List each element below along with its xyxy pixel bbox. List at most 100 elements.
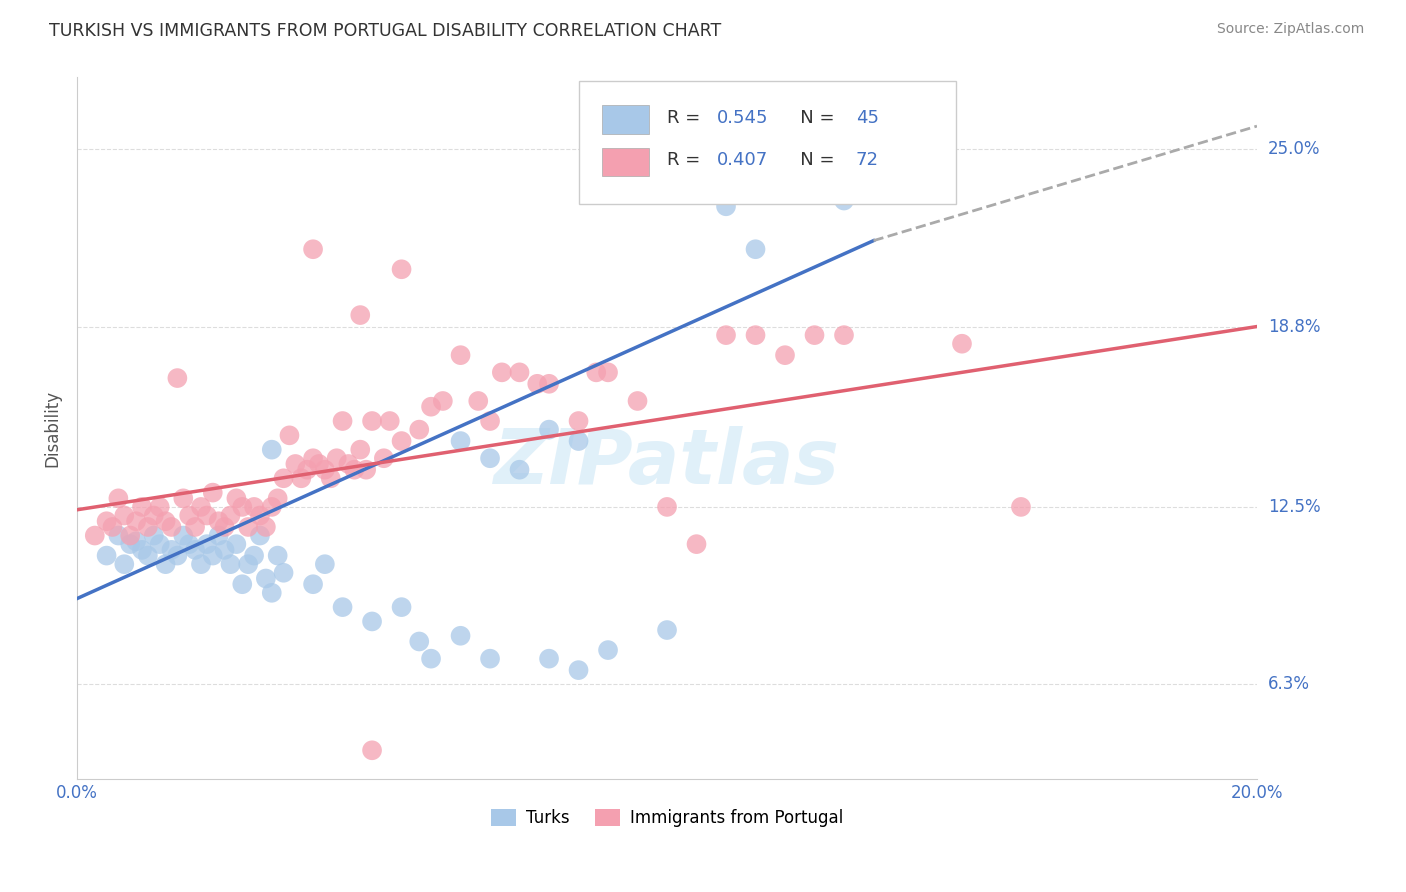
Point [278,428,301,442]
Point [295,463,318,477]
Point [219,508,242,523]
FancyBboxPatch shape [578,81,956,203]
Point [349,308,371,322]
Point [214,542,236,557]
Point [420,651,443,665]
Point [184,542,207,557]
Point [112,508,135,523]
Point [243,500,266,514]
Point [314,557,336,571]
Point [450,629,472,643]
Point [96,514,118,528]
Point [155,514,177,528]
Point [238,557,260,571]
Text: 12.5%: 12.5% [1268,498,1320,516]
Point [361,615,384,629]
Point [160,542,183,557]
Point [744,242,766,256]
Point [337,457,360,471]
Point [166,371,188,385]
Text: 0.545: 0.545 [717,109,768,128]
Point [832,328,855,343]
Point [201,549,224,563]
Point [107,491,129,506]
Point [208,528,231,542]
Point [231,500,253,514]
Point [243,549,266,563]
Point [343,463,366,477]
Point [172,528,194,542]
Point [179,537,201,551]
Point [596,365,619,379]
Point [254,572,277,586]
Point [83,528,105,542]
Point [332,600,354,615]
Point [354,463,377,477]
Point [773,348,796,362]
Point [526,376,548,391]
Point [537,376,560,391]
Point [184,520,207,534]
Point [142,528,165,542]
Point [332,414,354,428]
Point [266,549,288,563]
Point [179,508,201,523]
Point [408,423,430,437]
Point [160,520,183,534]
Legend: Turks, Immigrants from Portugal: Turks, Immigrants from Portugal [485,802,849,834]
Point [131,542,153,557]
Y-axis label: Disability: Disability [44,390,60,467]
Point [302,451,325,466]
Text: ZIPatlas: ZIPatlas [494,426,839,500]
Point [225,491,247,506]
Point [714,199,737,213]
Point [231,577,253,591]
Point [391,600,413,615]
Point [225,537,247,551]
Point [509,365,531,379]
Point [537,423,560,437]
Point [685,537,707,551]
Point [120,537,142,551]
Point [585,365,607,379]
Text: 72: 72 [856,152,879,169]
Point [361,743,384,757]
Point [166,549,188,563]
Point [249,508,271,523]
Point [450,348,472,362]
Point [537,651,560,665]
Point [467,394,489,409]
Text: 6.3%: 6.3% [1268,675,1310,693]
Point [273,566,295,580]
Point [136,520,159,534]
Point [302,577,325,591]
Point [596,643,619,657]
Text: N =: N = [783,152,839,169]
Point [238,520,260,534]
Bar [602,147,650,176]
Point [149,537,172,551]
Point [208,514,231,528]
Point [101,520,124,534]
Point [219,557,242,571]
Point [201,485,224,500]
Point [408,634,430,648]
Text: 25.0%: 25.0% [1268,140,1320,158]
Point [290,471,312,485]
Point [273,471,295,485]
Point [832,194,855,208]
Point [479,651,502,665]
Point [420,400,443,414]
Point [96,549,118,563]
Point [120,528,142,542]
Point [190,500,212,514]
Point [491,365,513,379]
Point [509,463,531,477]
Point [125,514,148,528]
Point [319,471,342,485]
Point [131,500,153,514]
Text: R =: R = [666,152,706,169]
Bar [602,105,650,134]
Point [302,242,325,256]
Point [479,414,502,428]
